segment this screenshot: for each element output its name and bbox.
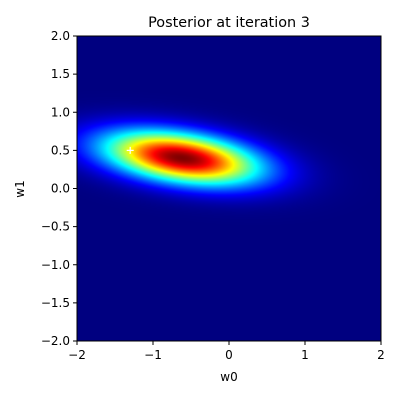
x-tick-label: 0 xyxy=(225,348,233,362)
x-tick-label: −2 xyxy=(68,348,86,362)
marker-layer xyxy=(126,146,134,154)
posterior-heatmap xyxy=(77,36,381,341)
x-axis-label: w0 xyxy=(220,370,237,384)
x-axis-ticks: −2 −1 0 1 2 xyxy=(68,341,385,362)
y-axis-ticks: −2.0 −1.5 −1.0 −0.5 0.0 0.5 1.0 1.5 2.0 xyxy=(41,29,77,348)
x-tick-label: 1 xyxy=(301,348,309,362)
y-tick-label: −1.0 xyxy=(41,258,70,272)
y-tick-label: 0.0 xyxy=(51,182,70,196)
y-tick-label: 0.5 xyxy=(51,143,70,157)
true-weights-marker xyxy=(126,146,134,154)
y-tick-label: −1.5 xyxy=(41,296,70,310)
x-tick-label: −1 xyxy=(144,348,162,362)
y-tick-label: −2.0 xyxy=(41,334,70,348)
x-tick-label: 2 xyxy=(377,348,385,362)
y-axis-label: w1 xyxy=(13,180,27,197)
y-tick-label: 1.5 xyxy=(51,67,70,81)
y-tick-label: 2.0 xyxy=(51,29,70,43)
y-tick-label: 1.0 xyxy=(51,105,70,119)
chart-title: Posterior at iteration 3 xyxy=(148,15,310,31)
heatmap-layer xyxy=(77,36,381,341)
y-tick-label: −0.5 xyxy=(41,220,70,234)
